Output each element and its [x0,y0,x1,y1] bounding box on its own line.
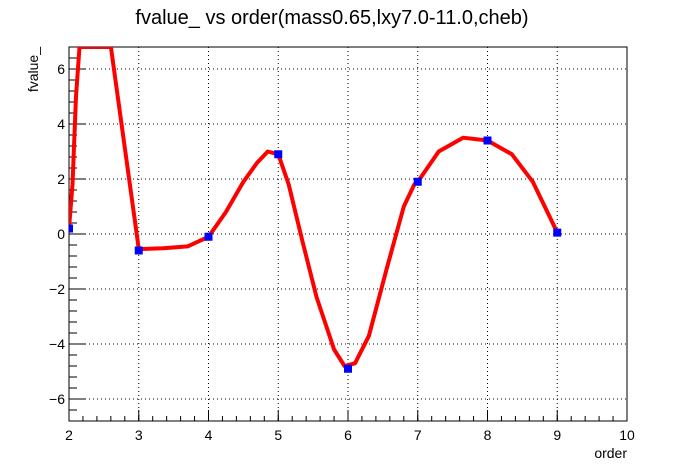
x-tick-label: 8 [484,427,492,443]
plot-area [69,47,562,373]
x-axis-label: order [594,445,627,461]
data-point [483,136,492,145]
y-tick-label: −6 [49,391,65,407]
series-curve [69,47,560,368]
data-point [413,177,422,186]
grid [69,47,627,421]
y-tick-label: 2 [57,171,65,187]
y-tick-label: −4 [49,336,65,352]
data-point [553,228,562,237]
y-axis-label: fvalue_ [25,47,41,92]
y-tick-label: −2 [49,281,65,297]
y-tick-label: 0 [57,226,65,242]
data-point [134,246,143,255]
x-tick-label: 9 [553,427,561,443]
data-point [274,150,283,159]
data-point [344,364,352,373]
chart-title: fvalue_ vs order(mass0.65,lxy7.0-11.0,ch… [135,7,528,29]
x-tick-label: 2 [65,427,73,443]
data-point [69,224,73,233]
x-tick-label: 3 [135,427,143,443]
x-tick-label: 6 [344,427,352,443]
y-tick-label: 6 [57,61,65,77]
x-tick-label: 5 [274,427,282,443]
x-tick-label: 10 [619,427,635,443]
x-tick-label: 7 [414,427,422,443]
axis-ticks: 2 3 4 5 6 7 8 9 10 −6 −4 −2 0 2 4 6 [49,46,635,443]
y-tick-label: 4 [57,116,65,132]
data-point [204,232,213,241]
x-tick-label: 4 [205,427,213,443]
